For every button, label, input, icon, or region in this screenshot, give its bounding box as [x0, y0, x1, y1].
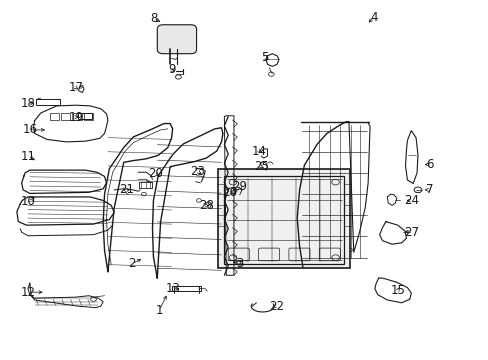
Text: 1: 1: [155, 304, 163, 317]
Text: 28: 28: [198, 199, 213, 212]
Text: 7: 7: [425, 183, 432, 196]
Text: 16: 16: [22, 123, 37, 136]
Text: 9: 9: [167, 63, 175, 76]
Text: 5: 5: [261, 51, 268, 64]
Text: 13: 13: [165, 282, 180, 295]
Bar: [218, 169, 349, 268]
Bar: [171, 286, 201, 291]
Text: 3: 3: [236, 257, 243, 270]
Bar: [73, 113, 81, 120]
Text: 29: 29: [232, 180, 247, 193]
Text: 4: 4: [369, 10, 377, 23]
Bar: [84, 113, 92, 120]
Text: 26: 26: [221, 186, 236, 199]
Text: 8: 8: [149, 12, 157, 25]
Text: 6: 6: [425, 158, 432, 171]
Text: 22: 22: [269, 300, 284, 313]
FancyBboxPatch shape: [157, 25, 196, 54]
Text: 27: 27: [403, 226, 418, 239]
Text: 24: 24: [403, 194, 418, 207]
Text: 14: 14: [251, 145, 266, 158]
Bar: [61, 113, 70, 120]
Text: 19: 19: [68, 111, 83, 124]
Bar: [78, 113, 92, 119]
Text: 17: 17: [68, 81, 83, 94]
Text: 10: 10: [20, 195, 35, 208]
Text: 23: 23: [190, 165, 204, 178]
Text: 25: 25: [253, 160, 268, 173]
Text: 15: 15: [389, 284, 405, 297]
Text: 21: 21: [120, 183, 134, 196]
Text: 12: 12: [20, 286, 35, 299]
Bar: [36, 99, 60, 105]
Bar: [139, 182, 152, 188]
Bar: [50, 113, 59, 120]
Bar: [224, 176, 344, 264]
Text: 2: 2: [128, 257, 135, 270]
Text: 18: 18: [20, 96, 35, 109]
Text: 11: 11: [20, 149, 35, 162]
Text: 20: 20: [148, 167, 163, 180]
